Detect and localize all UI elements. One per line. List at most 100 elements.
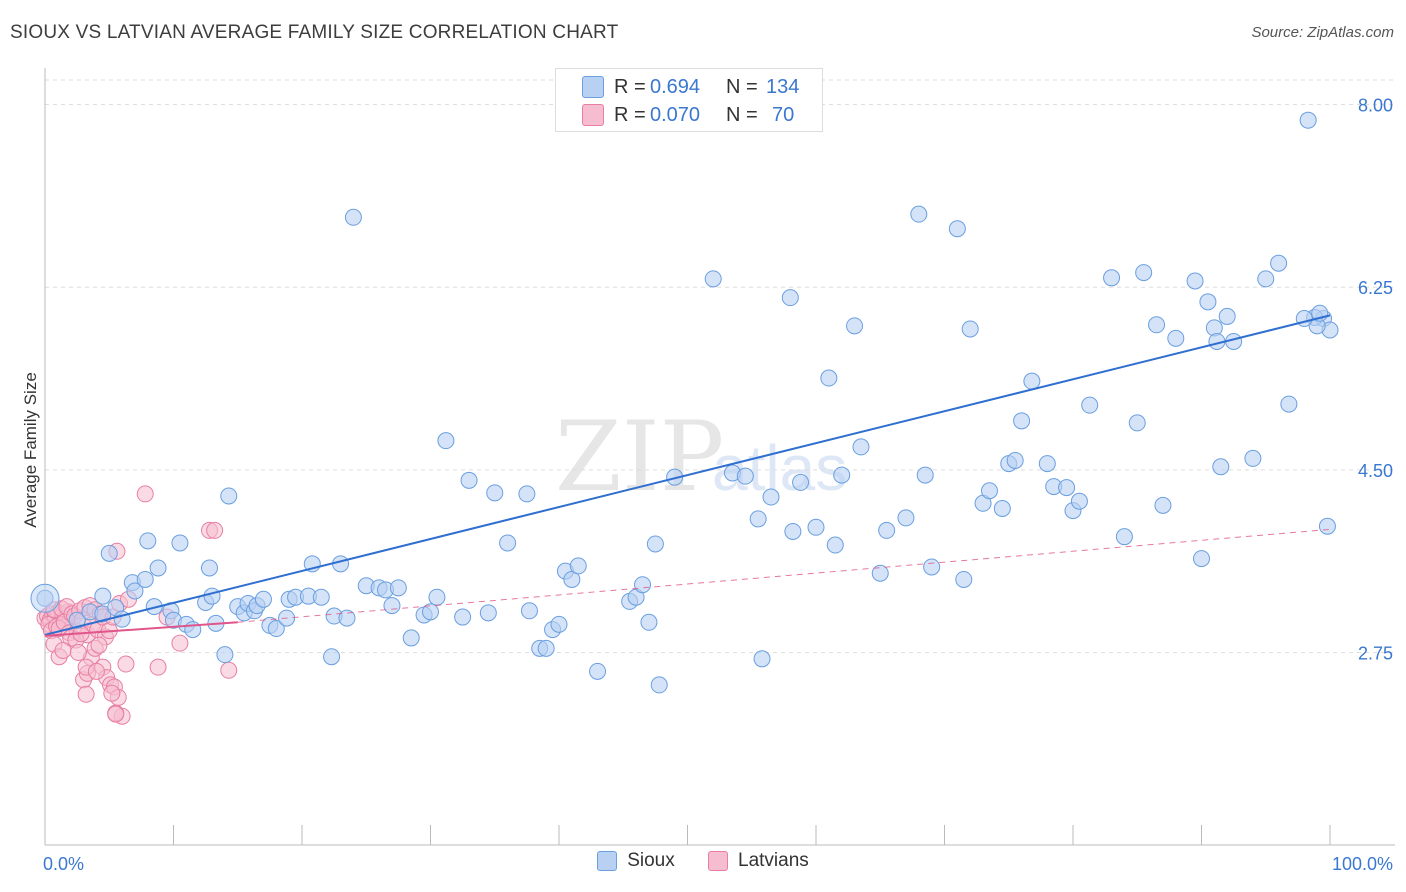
chart-title: SIOUX VS LATVIAN AVERAGE FAMILY SIZE COR…: [10, 22, 619, 43]
sioux-point: [1212, 458, 1230, 476]
stats-legend: R = 0.694 N = 134 R = 0.070 N = 70: [555, 68, 823, 132]
watermark-zip: ZIP: [555, 401, 724, 513]
sioux-point: [781, 289, 799, 307]
latvians-point: [220, 661, 238, 679]
sioux-point: [1154, 496, 1172, 514]
latvians-point: [171, 634, 189, 652]
latvians-r-value: 0.070: [650, 103, 701, 126]
sioux-point: [216, 646, 234, 664]
latvians-point: [103, 684, 121, 702]
sioux-point: [1148, 316, 1166, 334]
sioux-point: [267, 620, 285, 638]
sioux-point: [948, 220, 966, 238]
latvians-r-label: R =: [614, 103, 646, 126]
latvians-n-label: N =: [726, 103, 758, 126]
sioux-point: [200, 559, 218, 577]
sioux-point: [910, 205, 928, 223]
sioux-point: [753, 650, 771, 668]
sioux-point: [1299, 111, 1317, 129]
sioux-point: [569, 557, 587, 575]
sioux-point: [961, 320, 979, 338]
sioux-point: [807, 518, 825, 536]
gridlines: [45, 79, 1395, 654]
sioux-point: [704, 270, 722, 288]
sioux-point-large: [30, 583, 60, 613]
legend-item-sioux[interactable]: Sioux: [597, 850, 675, 872]
y-axis-label-box: Average Family Size: [21, 372, 40, 528]
sioux-point: [460, 471, 478, 489]
sioux-point: [736, 467, 754, 485]
sioux-point: [126, 582, 144, 600]
y-tick-label: 2.75: [1358, 644, 1393, 664]
sioux-point: [422, 603, 439, 621]
x-tick-label: 0.0%: [43, 854, 84, 874]
sioux-swatch: [582, 76, 604, 98]
latvians-point: [77, 685, 95, 703]
sioux-point: [383, 597, 401, 615]
latvians-point: [136, 485, 154, 503]
sioux-point: [499, 534, 517, 552]
axes: [44, 68, 1395, 846]
stats-row-sioux: R = 0.694 N = 134: [556, 73, 822, 101]
sioux-r-value: 0.694: [650, 75, 701, 98]
latvians-legend-swatch: [708, 851, 729, 871]
sioux-point: [923, 558, 941, 576]
sioux-point: [1013, 412, 1031, 430]
x-tick-label: 100.0%: [1332, 854, 1393, 874]
latvians-point: [117, 655, 135, 673]
latvians-trend-dashed: [237, 528, 1331, 623]
source-label: Source: ZipAtlas.com: [1251, 24, 1394, 41]
sioux-point: [640, 613, 658, 631]
sioux-point: [100, 544, 118, 562]
stats-row-latvians: R = 0.070 N = 70: [556, 101, 822, 129]
sioux-point: [993, 499, 1011, 517]
sioux-point: [1038, 455, 1056, 473]
sioux-point: [479, 604, 497, 622]
sioux-point: [634, 576, 652, 594]
sioux-point: [520, 602, 538, 620]
trend-lines: [44, 314, 1331, 637]
legend-label-latvians: Latvians: [738, 850, 809, 871]
sioux-point: [94, 587, 112, 605]
sioux-point: [826, 536, 844, 554]
sioux-point: [1103, 269, 1121, 287]
sioux-point: [254, 590, 272, 608]
sioux-trend-line: [44, 314, 1331, 636]
sioux-point: [916, 466, 934, 484]
watermark: ZIP atlas: [555, 401, 847, 513]
latvians-point: [149, 658, 167, 676]
sioux-point: [323, 648, 341, 666]
sioux-point: [203, 587, 221, 605]
sioux-point: [486, 484, 504, 502]
sioux-point: [171, 534, 189, 552]
sioux-point: [871, 564, 889, 582]
sioux-point: [897, 509, 915, 527]
latvians-point: [54, 641, 72, 659]
legend-label-sioux: Sioux: [627, 850, 675, 871]
sioux-point: [833, 466, 851, 484]
latvians-point: [69, 644, 87, 662]
sioux-point: [820, 369, 838, 387]
latvians-point: [90, 636, 108, 654]
sioux-point: [332, 555, 350, 573]
sioux-point: [68, 611, 86, 629]
sioux-point: [762, 488, 780, 506]
sioux-point: [784, 522, 802, 540]
latvians-n-value: 70: [772, 103, 795, 126]
sioux-point: [646, 535, 664, 553]
legend-item-latvians[interactable]: Latvians: [708, 850, 809, 872]
sioux-point: [1058, 479, 1076, 497]
sioux-point: [338, 609, 356, 627]
latvians-point: [87, 662, 105, 680]
sioux-point: [344, 208, 362, 226]
latvians-swatch: [582, 104, 604, 126]
sioux-point: [184, 621, 202, 639]
sioux-r-label: R =: [614, 75, 646, 98]
sioux-point: [852, 438, 870, 456]
sioux-point: [563, 570, 581, 588]
sioux-point: [1081, 396, 1099, 414]
sioux-point: [1115, 528, 1133, 546]
sioux-point: [1167, 329, 1185, 347]
latvians-point: [206, 521, 224, 539]
